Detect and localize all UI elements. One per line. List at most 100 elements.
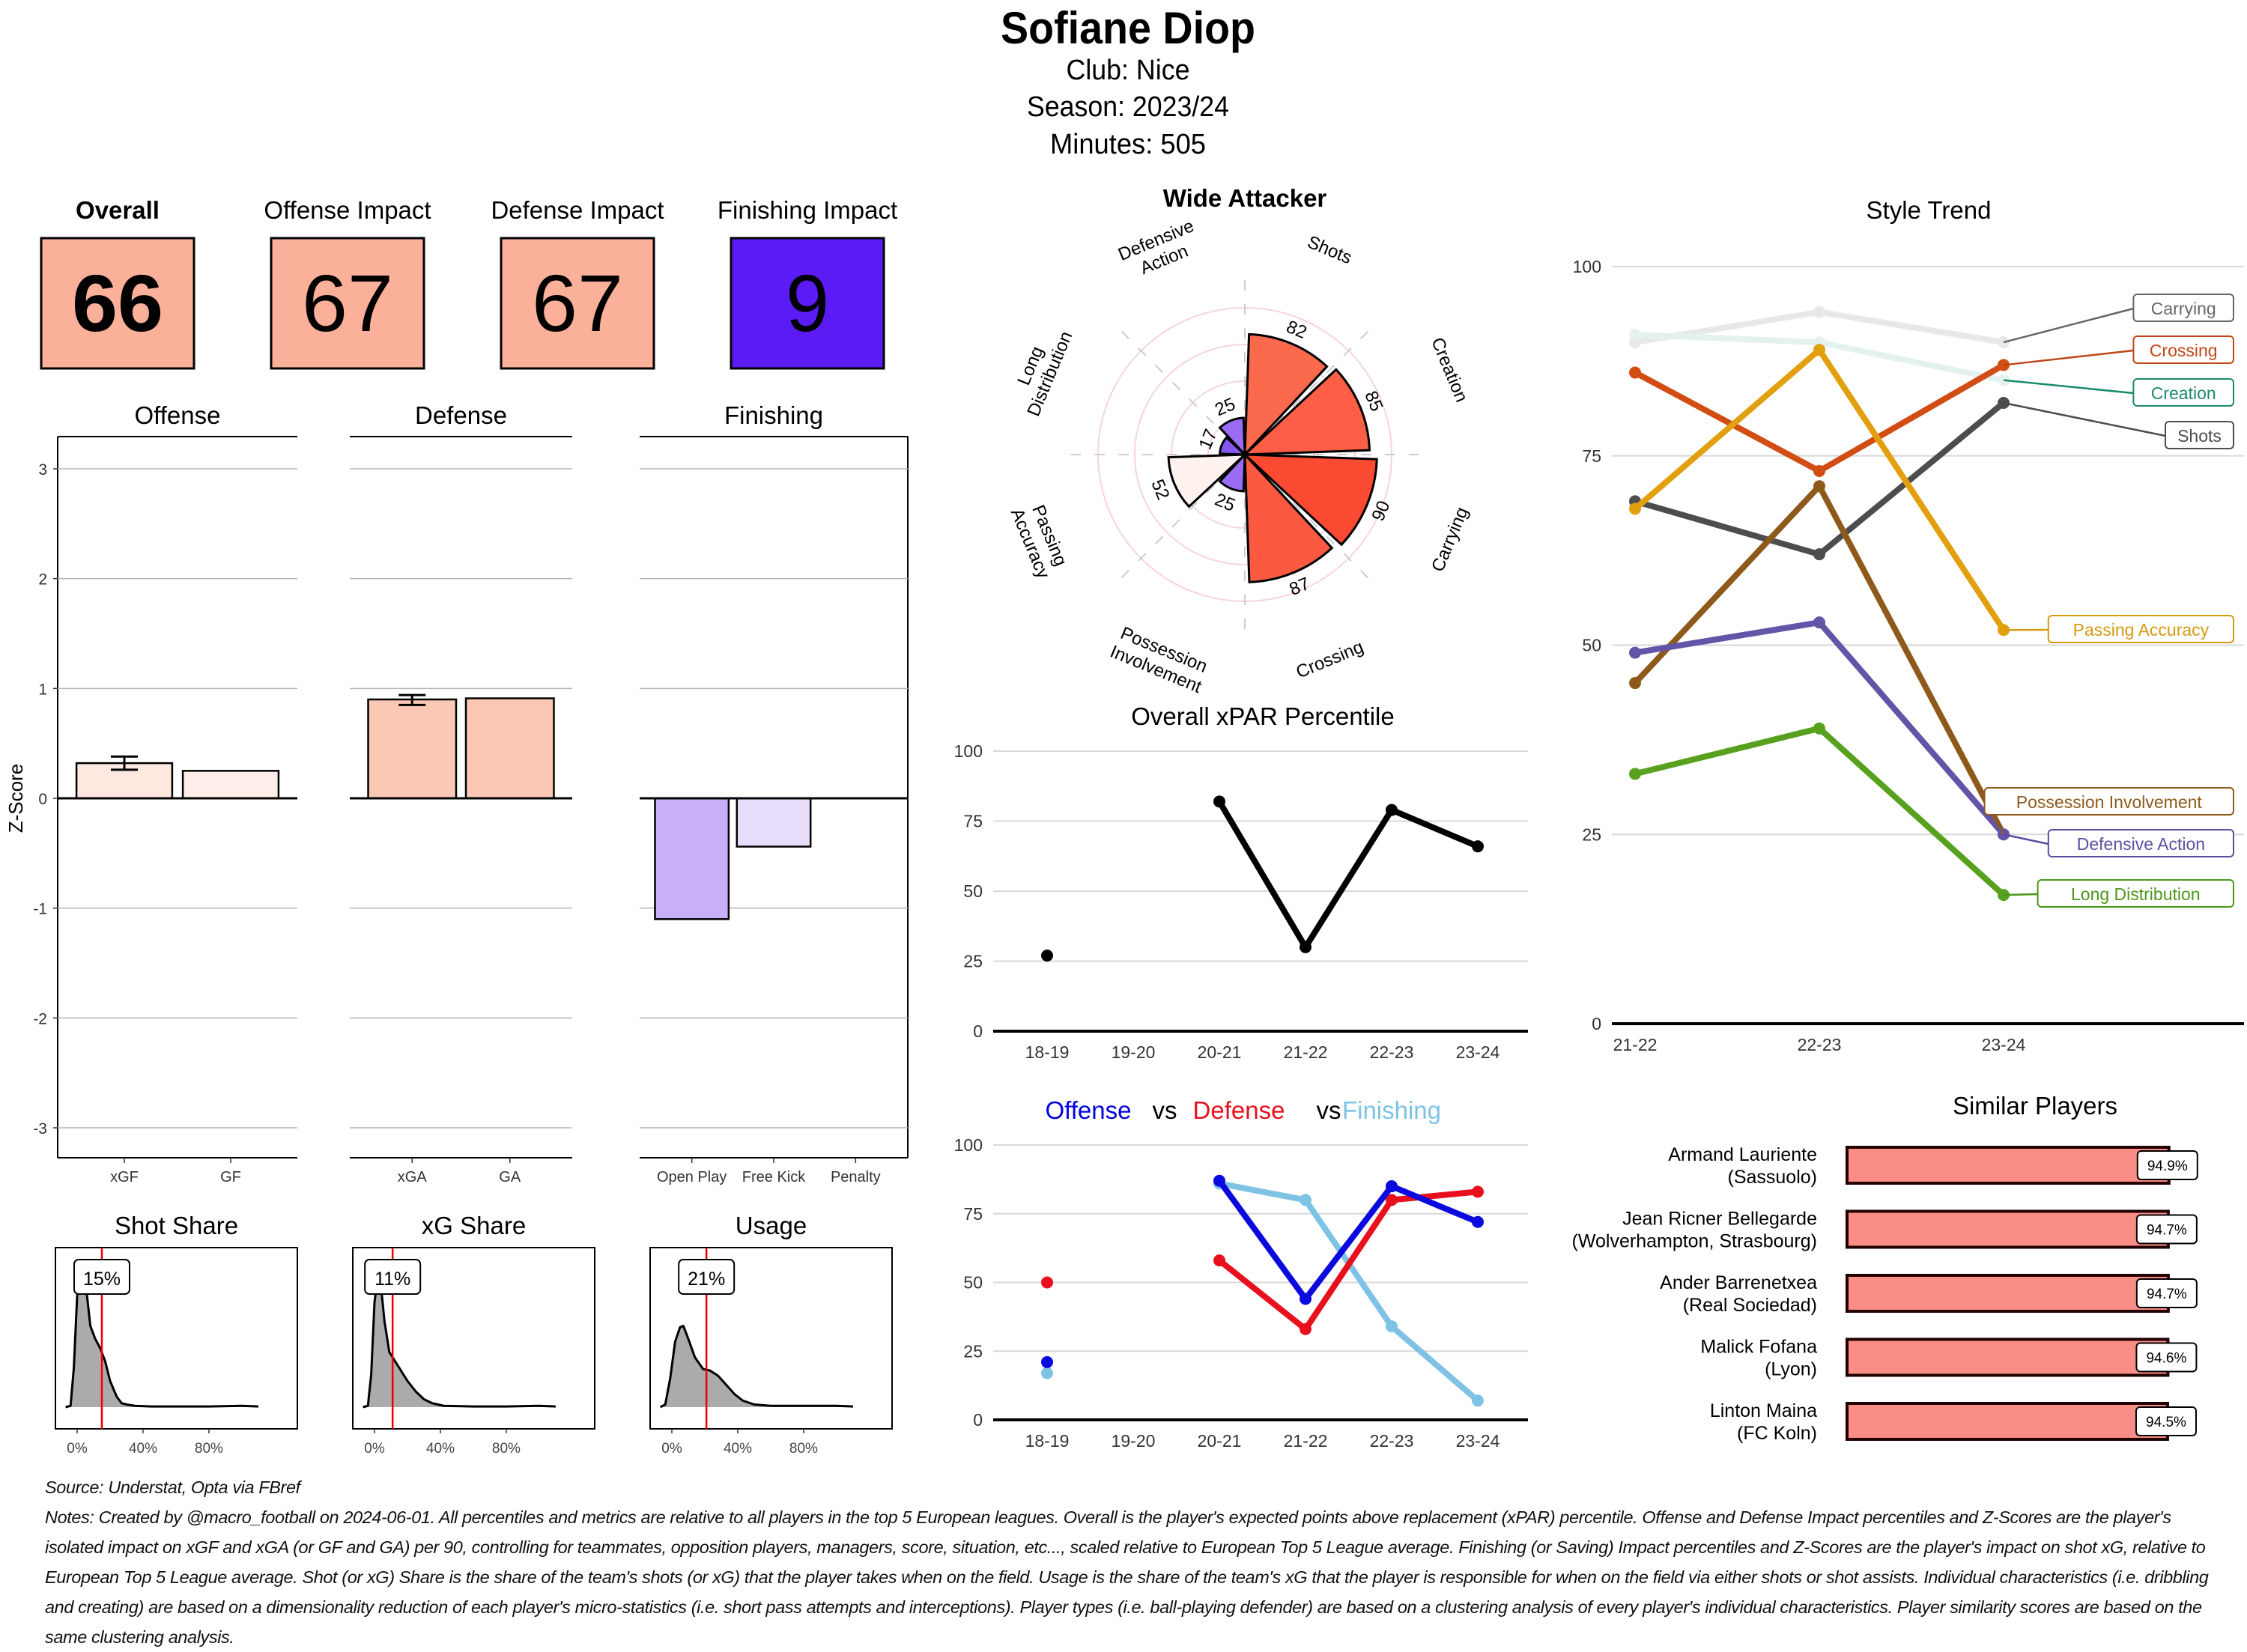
radar-category-label: Carrying [1428,504,1473,574]
similar-player-row: Armand Lauriente(Sassuolo)94.9% [1668,1144,2198,1188]
data-point [1300,941,1311,953]
data-point [1300,1194,1311,1206]
x-tick-label: 22-23 [1798,1035,1842,1054]
x-tick-label: 18-19 [1025,1042,1070,1062]
chart-title: Similar Players [1953,1092,2117,1120]
radar-title: Wide Attacker [1163,184,1327,212]
series-line [1635,486,2004,834]
series-possession-involvement [1629,480,2010,840]
series-label: Passing Accuracy [2073,620,2210,640]
data-point [1813,480,1825,492]
x-tick-label: 0% [364,1441,385,1457]
data-point [1813,306,1825,318]
y-tick-label: 75 [1582,446,1601,466]
similar-player-row: Malick Fofana(Lyon)94.6% [1700,1337,2196,1380]
data-point [1629,503,1641,515]
radar-value-label: 87 [1287,574,1313,600]
data-point [1813,616,1825,628]
y-axis-label: Z-Score [4,764,27,833]
data-point [1041,950,1053,962]
series-label: Defensive Action [2077,834,2205,854]
x-tick-label: 23-24 [1456,1431,1500,1451]
radar-value-label: 52 [1147,476,1173,502]
value-label: 21% [688,1269,725,1290]
x-tick-label: Penalty [831,1169,881,1185]
impact-card-label: Offense Impact [264,196,431,224]
similarity-bar [1847,1340,2168,1376]
value-label: 15% [83,1269,121,1290]
radar-category-label: Shots [1305,232,1355,268]
data-point [1629,768,1641,780]
radar-category-label: Creation [1427,335,1472,405]
impact-card-label: Defense Impact [491,196,664,224]
impact-card-label: Overall [76,196,160,224]
similarity-bar [1847,1147,2169,1183]
x-tick-label: 19-20 [1112,1042,1156,1062]
panel-title: xG Share [422,1212,526,1239]
x-tick-label: 0% [661,1441,682,1457]
chart-title: Overall xPAR Percentile [1131,702,1395,730]
similar-player-row: Jean Ricner Bellegarde(Wolverhampton, St… [1572,1209,2197,1252]
similar-player-row: Ander Barrenetxea(Real Sociedad)94.7% [1660,1272,2197,1316]
similarity-label: 94.7% [2147,1223,2187,1239]
similarity-bar [1847,1212,2168,1248]
player-name: Linton Maina [1710,1400,1817,1421]
title-part-vs: vs [1153,1096,1177,1124]
data-point [1300,1293,1311,1305]
x-tick-label: 80% [492,1441,521,1457]
y-tick-label: 100 [954,741,983,761]
y-tick-label: 1 [38,681,47,698]
series-creation [1629,329,2010,386]
series-line [1219,1191,1478,1329]
impact-card-value: 67 [302,258,393,348]
data-point [1472,1394,1484,1406]
footer-notes: Source: Understat, Opta via FBref Notes:… [45,1472,2232,1652]
x-tick-label: GA [499,1169,521,1185]
series-label: Long Distribution [2071,884,2201,904]
series-label: Possession Involvement [2016,792,2203,812]
data-point [1813,344,1825,356]
data-point [1629,647,1641,659]
data-point [1472,1185,1484,1197]
data-point [1041,1356,1053,1368]
season-line: Season: 2023/24 [1027,91,1229,123]
x-tick-label: 19-20 [1112,1431,1156,1451]
bar [369,699,456,798]
similarity-label: 94.7% [2147,1287,2187,1302]
player-club: (Wolverhampton, Strasbourg) [1572,1231,1817,1252]
data-point [1041,1277,1053,1289]
series-label: Carrying [2151,299,2216,318]
similarity-label: 94.5% [2146,1415,2186,1430]
label-leader [2004,350,2133,365]
x-tick-label: 20-21 [1198,1431,1242,1451]
radar-value-label: 25 [1212,490,1238,516]
series-crossing [1629,359,2010,477]
data-point [1629,367,1641,379]
similarity-bar [1847,1403,2168,1439]
data-point [1386,1320,1398,1332]
impact-card-value: 9 [786,258,829,348]
series-line [1635,403,2004,554]
similarity-bar [1847,1275,2168,1311]
bar [737,798,810,847]
y-tick-label: 75 [963,1204,983,1224]
x-tick-label: 80% [195,1441,223,1457]
x-tick-label: 40% [426,1441,455,1457]
bar [466,699,554,798]
impact-card-value: 67 [532,258,623,348]
series-long-distribution [1629,723,2010,901]
label-leader [2004,894,2038,895]
player-name: Malick Fofana [1700,1337,1817,1358]
impact-card-value: 66 [72,258,163,348]
header: Sofiane Diop Club: Nice Season: 2023/24 … [1001,3,1255,160]
data-point [1813,723,1825,735]
x-tick-label: 23-24 [1982,1035,2026,1054]
